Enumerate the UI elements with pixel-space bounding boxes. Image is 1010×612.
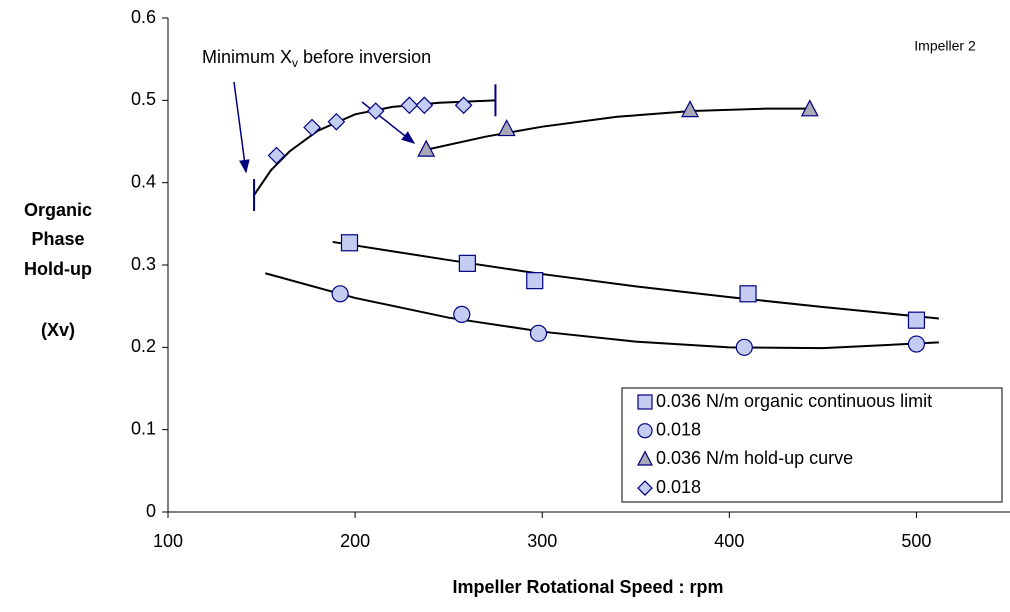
y-tick-label: 0.4 <box>131 171 156 191</box>
point <box>340 234 359 252</box>
annotation-arrow <box>233 81 250 174</box>
point <box>681 100 700 118</box>
legend-label: 0.036 N/m hold-up curve <box>656 448 853 468</box>
y-tick-label: 0.5 <box>131 89 156 109</box>
legend-marker <box>637 450 653 466</box>
point <box>526 272 544 290</box>
point <box>735 338 753 356</box>
x-tick-label: 500 <box>901 531 931 551</box>
point <box>739 285 757 303</box>
legend-label: 0.018 <box>656 419 701 439</box>
trendline <box>425 107 810 151</box>
point <box>453 305 471 323</box>
point <box>400 96 419 115</box>
trendline <box>332 240 939 320</box>
note: Impeller 2 <box>914 38 976 54</box>
point <box>303 118 321 137</box>
trendline <box>265 272 939 350</box>
y-axis-label: (Xv) <box>41 320 75 340</box>
point <box>497 119 516 137</box>
point <box>366 102 385 120</box>
point <box>267 146 286 165</box>
y-tick-label: 0.6 <box>131 7 156 27</box>
point <box>327 112 346 131</box>
y-tick-label: 0.2 <box>131 336 156 356</box>
y-axis-label: Hold-up <box>24 259 92 279</box>
legend-marker <box>637 394 653 410</box>
point <box>529 324 548 342</box>
x-axis-label: Impeller Rotational Speed : rpm <box>452 577 723 597</box>
y-tick-label: 0.1 <box>131 418 156 438</box>
legend-label: 0.018 <box>656 477 701 497</box>
legend-marker <box>637 480 653 496</box>
annotation: Minimum Xv before inversion <box>202 47 431 70</box>
y-tick-label: 0 <box>146 501 156 521</box>
point <box>907 335 926 353</box>
y-axis-label: Phase <box>31 229 84 249</box>
y-axis-label: Organic <box>24 200 92 220</box>
x-tick-label: 300 <box>527 531 557 551</box>
point <box>415 96 434 115</box>
x-tick-label: 200 <box>340 531 370 551</box>
y-tick-label: 0.3 <box>131 254 156 274</box>
x-tick-label: 100 <box>153 531 183 551</box>
point <box>454 96 473 115</box>
legend-marker <box>637 423 653 439</box>
point <box>417 139 436 157</box>
legend <box>621 387 1003 503</box>
x-tick-label: 400 <box>714 531 744 551</box>
point <box>458 254 476 272</box>
point <box>907 311 926 329</box>
point <box>331 285 349 303</box>
point <box>800 99 819 117</box>
legend-label: 0.036 N/m organic continuous limit <box>656 391 932 411</box>
